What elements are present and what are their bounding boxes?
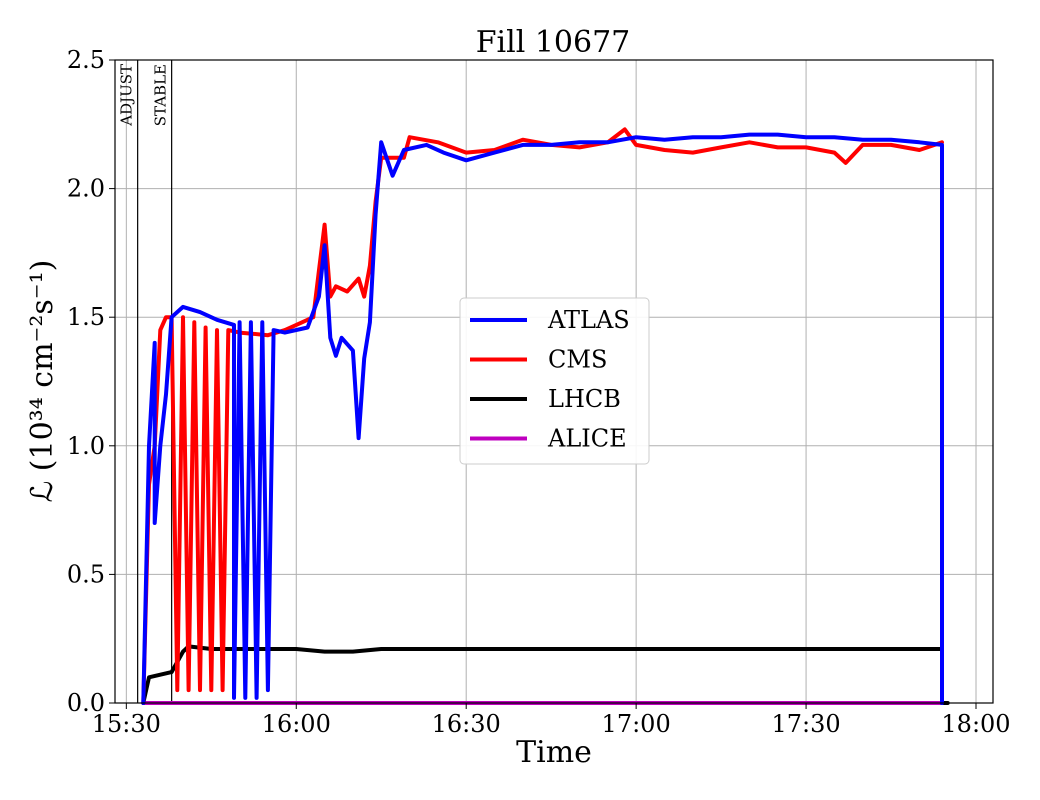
x-tick-label: 17:30 <box>771 710 840 738</box>
x-tick-label: 16:30 <box>432 710 501 738</box>
legend-label-alice: ALICE <box>547 425 627 453</box>
y-tick-label: 2.5 <box>67 46 105 74</box>
chart-title: Fill 10677 <box>476 25 631 60</box>
x-tick-label: 18:00 <box>941 710 1010 738</box>
legend-box <box>459 297 650 465</box>
y-tick-label: 2.0 <box>67 175 105 203</box>
x-tick-label: 16:00 <box>262 710 331 738</box>
x-tick-label: 15:30 <box>92 710 161 738</box>
phase-markers: ADJUST STABLE <box>118 60 173 703</box>
x-axis-ticks: 15:30 16:00 16:30 17:00 17:30 18:00 <box>92 703 1011 738</box>
legend-label-lhcb: LHCB <box>548 385 621 413</box>
y-tick-label: 0.0 <box>67 689 105 717</box>
y-tick-label: 0.5 <box>67 560 105 588</box>
y-tick-label: 1.5 <box>67 303 105 331</box>
x-axis-label: Time <box>516 735 592 770</box>
phase-label: ADJUST <box>118 64 136 127</box>
phase-label: STABLE <box>152 64 170 126</box>
y-axis-label: ℒ (10³⁴ cm⁻²s⁻¹) <box>25 260 60 503</box>
x-tick-label: 17:00 <box>602 710 671 738</box>
y-tick-label: 1.0 <box>67 432 105 460</box>
legend-label-atlas: ATLAS <box>547 306 630 334</box>
y-axis-ticks: 0.0 0.5 1.0 1.5 2.0 2.5 <box>67 46 115 717</box>
legend-label-cms: CMS <box>548 346 607 374</box>
plot-frame <box>114 59 994 704</box>
series-line-cms <box>141 127 944 705</box>
series-line-atlas <box>141 132 944 705</box>
legend: ATLAS CMS LHCB ALICE <box>459 297 650 465</box>
series-line-lhcb <box>141 644 950 705</box>
